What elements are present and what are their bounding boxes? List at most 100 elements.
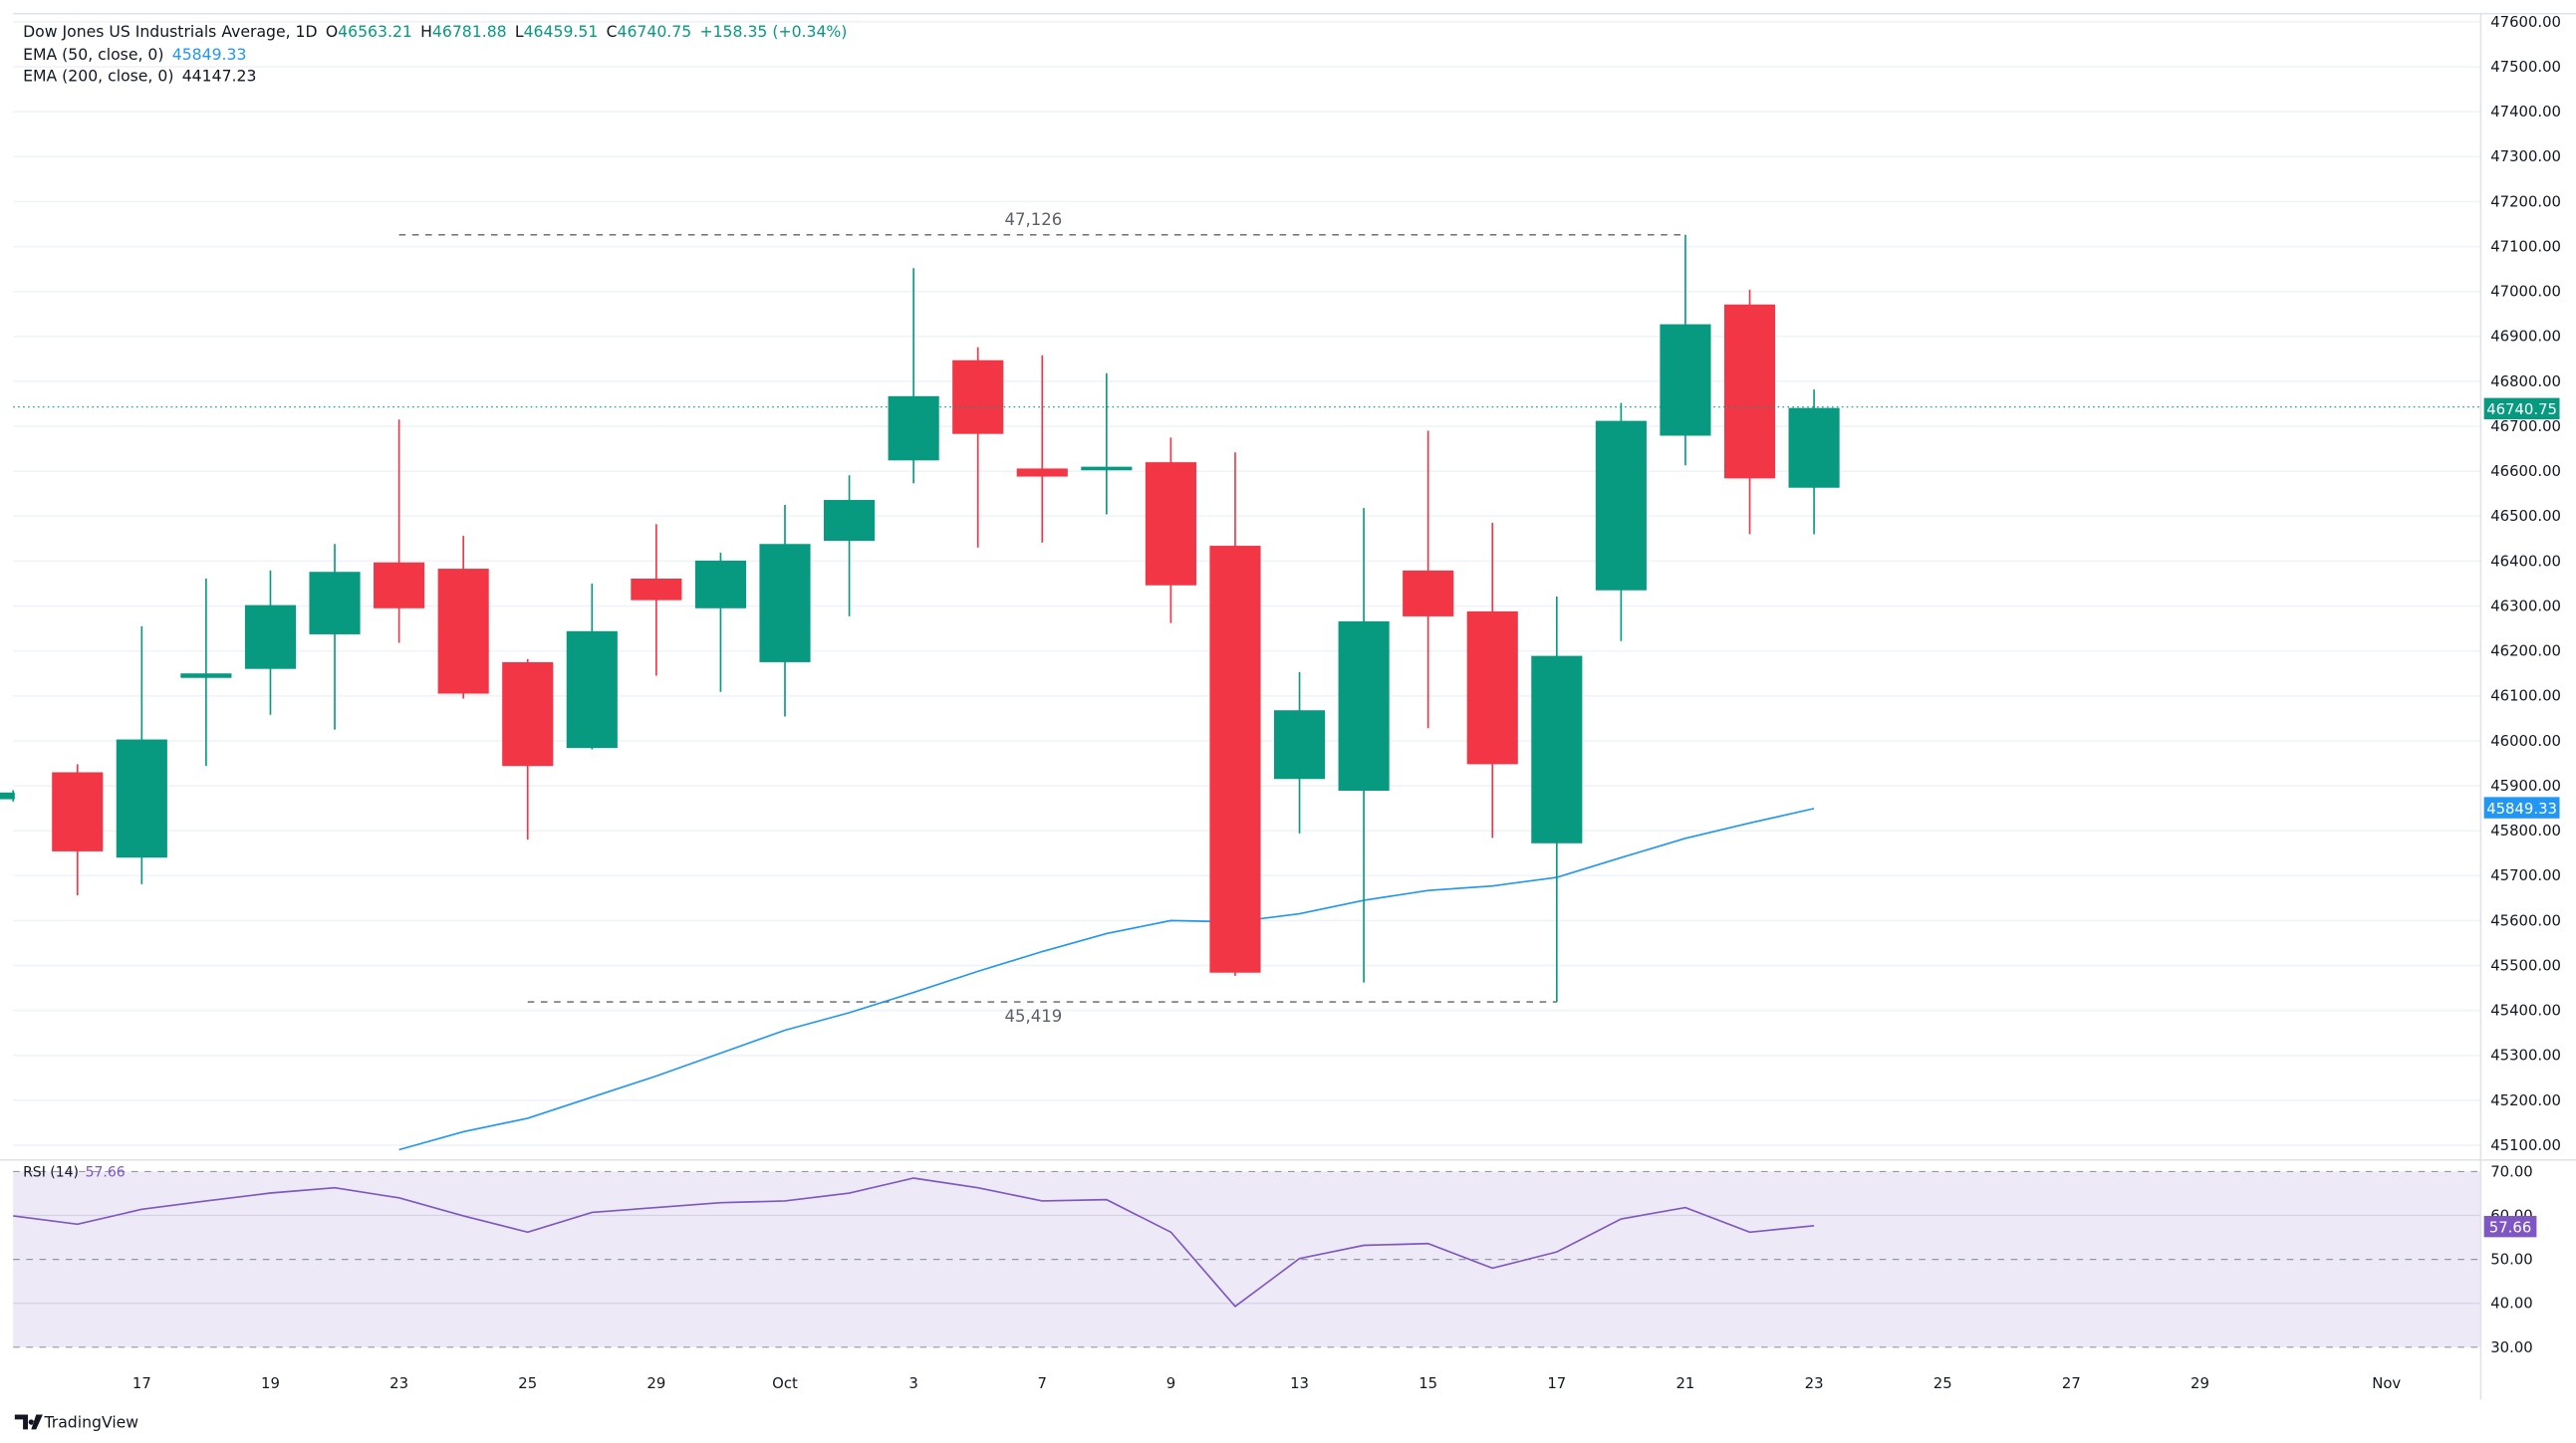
svg-text:RSI (14)57.66: RSI (14) 57.66 (23, 1164, 126, 1180)
rsi-tick-label: 50.00 (2490, 1252, 2532, 1269)
price-tick-label: 46600.00 (2490, 463, 2561, 480)
time-tick-label: 23 (389, 1375, 408, 1392)
candle-body (759, 544, 811, 662)
candle-body (374, 562, 425, 608)
candle-body (566, 630, 618, 749)
candle-body (1273, 710, 1326, 780)
candle-body (116, 739, 167, 858)
candle (1145, 437, 1196, 623)
time-tick-label: 29 (646, 1375, 665, 1392)
candle-body (1466, 610, 1518, 765)
price-tick-label: 47600.00 (2490, 14, 2561, 31)
price-tick-label: 46200.00 (2490, 643, 2561, 660)
price-tick-label: 45900.00 (2490, 778, 2561, 795)
candle (52, 764, 104, 896)
ema50-path (398, 808, 1815, 1151)
level-label: 45,419 (1005, 1007, 1063, 1026)
price-tick-label: 45300.00 (2490, 1048, 2561, 1065)
svg-text:45849.33: 45849.33 (2486, 801, 2557, 818)
candle (309, 544, 361, 730)
time-tick-label: 23 (1805, 1375, 1824, 1392)
time-tick-label: 17 (1547, 1375, 1566, 1392)
price-tick-label: 45200.00 (2490, 1092, 2561, 1109)
price-tick-label: 45600.00 (2490, 912, 2561, 929)
price-tick-label: 45800.00 (2490, 823, 2561, 840)
price-tick-label: 47400.00 (2490, 104, 2561, 120)
price-tick-label: 47200.00 (2490, 193, 2561, 210)
time-axis[interactable]: 17 19 23 25 29 Oct 3 7 9 13 15 17 21 23 25 27 29 Nov (132, 1375, 2402, 1392)
candle (1273, 671, 1326, 834)
candle-body (1531, 655, 1583, 843)
price-tick-label: 46100.00 (2490, 688, 2561, 705)
price-tick-label: 47300.00 (2490, 148, 2561, 165)
rsi-tick-label: 30.00 (2490, 1339, 2532, 1356)
candle (566, 583, 618, 750)
last-price-tag: 46740.75 (2483, 397, 2560, 420)
price-tick-label: 45100.00 (2490, 1137, 2561, 1154)
price-tick-label: 46800.00 (2490, 373, 2561, 390)
time-tick-label: Nov (2372, 1375, 2401, 1392)
rsi-label: RSI (14) (23, 1164, 79, 1180)
candle-body (1788, 407, 1840, 488)
candle (952, 347, 1004, 548)
candle (1531, 597, 1583, 1003)
candle-body (694, 560, 746, 608)
candle (0, 790, 15, 802)
svg-text:46740.75: 46740.75 (2486, 401, 2557, 418)
price-axis[interactable]: 47600.00 47500.00 47400.00 47300.00 47200.00… (2490, 14, 2561, 1356)
price-tick-label: 45400.00 (2490, 1003, 2561, 1020)
candle-body (437, 569, 489, 694)
candle-body (244, 604, 297, 669)
tradingview-logo-icon (14, 1414, 43, 1430)
ema200-label: EMA (200, close, 0) (23, 66, 173, 85)
rsi-value: 57.66 (86, 1164, 126, 1180)
svg-text:EMA (200, close, 0)44147.23: EMA (200, close, 0) 44147.23 (23, 66, 256, 85)
candle-body (1595, 420, 1647, 591)
price-tick-label: 45700.00 (2490, 867, 2561, 884)
time-tick-label: 29 (2190, 1375, 2209, 1392)
annotations: 47,126 45,419 (398, 210, 1685, 1026)
candle-body (952, 360, 1004, 434)
candle (374, 419, 425, 643)
candle-body (1016, 468, 1068, 477)
svg-text:57.66: 57.66 (2489, 1219, 2531, 1236)
legend: Dow Jones US Industrials Average, 1D O465… (23, 22, 847, 1181)
candle (180, 579, 232, 767)
ema50-label: EMA (50, close, 0) (23, 45, 163, 64)
price-tick-label: 46300.00 (2490, 598, 2561, 614)
candle-body (309, 572, 361, 634)
candle (1016, 355, 1068, 543)
price-tick-label: 46000.00 (2490, 733, 2561, 750)
candle (1595, 402, 1647, 641)
candle (888, 268, 939, 484)
time-tick-label: Oct (772, 1375, 798, 1392)
price-tick-label: 46900.00 (2490, 329, 2561, 346)
candle-body (1209, 546, 1261, 973)
rsi-path (13, 1177, 1815, 1308)
candle (437, 536, 489, 699)
rsi-tick-label: 40.00 (2490, 1296, 2532, 1313)
candles (0, 234, 1840, 1003)
price-tick-label: 47000.00 (2490, 284, 2561, 301)
time-tick-label: 9 (1166, 1375, 1175, 1392)
time-tick-label: 3 (908, 1375, 917, 1392)
candle-body (52, 772, 104, 851)
candle (694, 552, 746, 692)
candle-body (0, 792, 15, 800)
price-tick-label: 47100.00 (2490, 238, 2561, 255)
candle (631, 524, 682, 676)
level-label: 47,126 (1005, 210, 1063, 229)
tradingview-logo[interactable]: TradingView (14, 1413, 139, 1432)
time-tick-label: 25 (518, 1375, 537, 1392)
candle-body (180, 673, 232, 678)
time-tick-label: 13 (1290, 1375, 1309, 1392)
candle (1338, 508, 1390, 983)
rsi-grid (13, 1170, 2481, 1348)
rsi-tick-label: 70.00 (2490, 1163, 2532, 1180)
time-tick-label: 19 (261, 1375, 280, 1392)
svg-text:TradingView: TradingView (44, 1413, 139, 1432)
candle-body (1403, 570, 1454, 616)
price-tick-label: 45500.00 (2490, 957, 2561, 974)
candle (1723, 289, 1776, 535)
